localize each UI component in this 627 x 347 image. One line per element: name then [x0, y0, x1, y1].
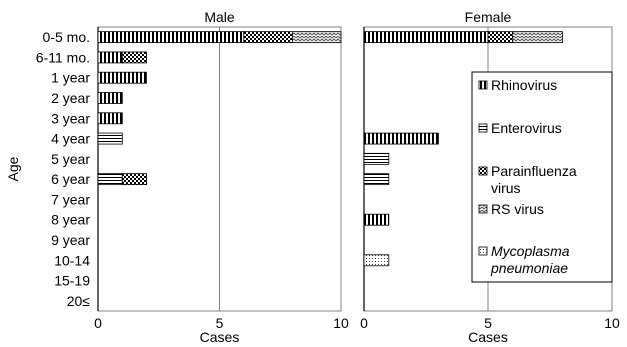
legend-label: Enterovirus	[491, 120, 562, 136]
bar-paraflu	[243, 31, 293, 44]
bar-paraflu	[487, 31, 514, 44]
legend-label: virus	[491, 180, 521, 196]
bar-rsv	[291, 31, 342, 44]
x-axis-label: Cases	[200, 329, 240, 345]
legend-swatch-entero	[478, 123, 488, 133]
x-tick-label: 10	[604, 315, 620, 331]
bar-rhino	[97, 51, 123, 64]
bar-rhino	[97, 31, 245, 44]
legend-swatch-rsv	[478, 204, 488, 214]
bar-entero	[97, 173, 123, 186]
legend-swatch-rhino	[478, 80, 488, 90]
legend-label: pneumoniae	[490, 260, 568, 276]
y-tick-label: 9 year	[51, 232, 90, 248]
bar-entero	[363, 173, 390, 186]
panel-title: Male	[204, 9, 235, 25]
panel-title: Female	[465, 9, 512, 25]
y-tick-label: 6 year	[51, 171, 90, 187]
x-tick-label: 5	[216, 315, 224, 331]
bar-myco	[363, 254, 390, 267]
y-tick-label: 15-19	[54, 273, 90, 289]
x-tick-label: 10	[333, 315, 349, 331]
y-tick-label: 6-11 mo.	[36, 49, 90, 65]
bar-paraflu	[121, 173, 148, 186]
male-panel: Male 0 5 10 Cases	[94, 9, 349, 345]
y-axis-label: Age	[5, 156, 21, 181]
bar-rhino	[97, 92, 123, 104]
y-tick-label: 2 year	[51, 90, 90, 106]
bar-rhino	[97, 71, 147, 84]
bar-paraflu	[121, 51, 148, 64]
y-tick-label: 1 year	[51, 70, 90, 86]
legend-swatch-myco	[478, 246, 488, 256]
x-tick-label: 0	[94, 315, 102, 331]
x-axis-label: Cases	[468, 329, 508, 345]
bar-rhino	[363, 213, 390, 226]
bar-rhino	[97, 112, 123, 125]
legend-box	[471, 71, 613, 283]
bar-rhino	[363, 31, 489, 44]
bar-entero	[97, 132, 123, 145]
y-tick-label: 10-14	[54, 252, 90, 268]
y-tick-label: 8 year	[51, 212, 90, 228]
y-tick-label: 7 year	[51, 191, 90, 207]
x-tick-label: 0	[360, 315, 368, 331]
x-tick-label: 5	[484, 315, 492, 331]
legend-swatch-paraflu	[478, 166, 488, 176]
y-tick-label: 3 year	[51, 110, 90, 126]
y-tick-label: 0-5 mo.	[43, 29, 90, 45]
y-tick-label: 20≤	[67, 293, 91, 309]
bar-rhino	[363, 132, 439, 145]
legend-label: Rhinovirus	[491, 77, 557, 93]
legend-label: RS virus	[491, 201, 544, 217]
shared-labels: 0-5 mo. 6-11 mo. 1 year 2 year 3 year 4 year 5…	[5, 29, 90, 309]
legend-label: Mycoplasma	[491, 243, 570, 259]
y-tick-label: 5 year	[51, 151, 90, 167]
bar-entero	[363, 152, 390, 165]
legend-label: Parainfluenza	[491, 163, 577, 179]
bar-rsv	[512, 31, 563, 44]
y-tick-label: 4 year	[51, 131, 90, 147]
